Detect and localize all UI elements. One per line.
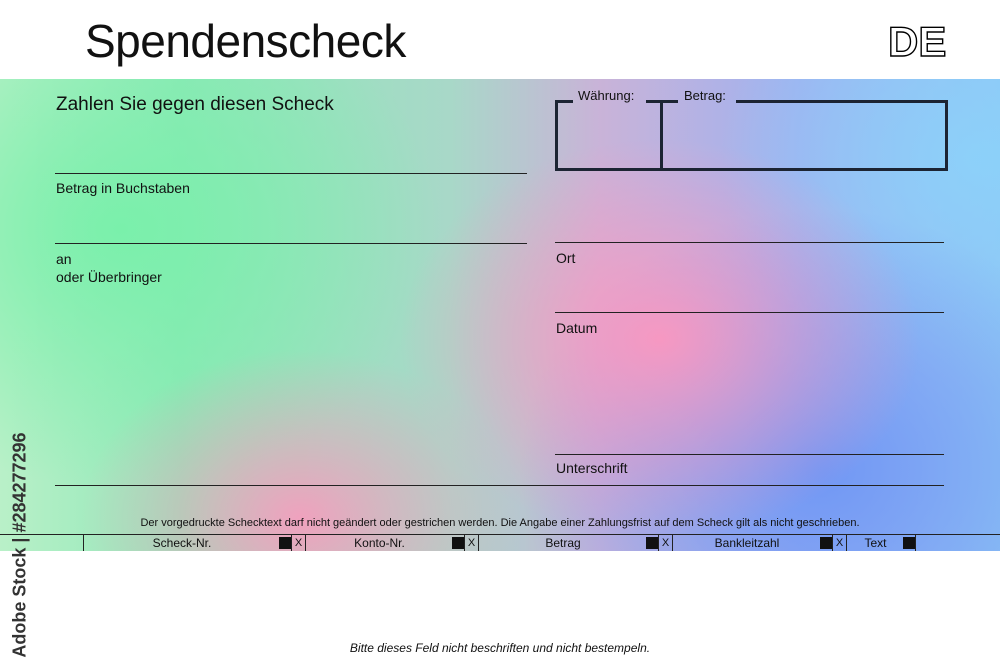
side-watermark: Adobe Stock | #284277296 <box>10 430 30 660</box>
payee-label: an <box>56 251 72 267</box>
place-line[interactable] <box>555 242 944 243</box>
pay-instruction: Zahlen Sie gegen diesen Scheck <box>56 94 334 115</box>
codeline-marker <box>279 537 291 549</box>
bottom-note: Bitte dieses Feld nicht beschriften und … <box>349 641 651 655</box>
place-label: Ort <box>556 250 576 266</box>
amount-box-top-left <box>555 100 573 103</box>
codeline-x: X <box>291 535 306 551</box>
amount-label: Betrag: <box>684 88 726 103</box>
codeline-amount: Betrag <box>478 535 647 551</box>
codeline-x: X <box>658 535 673 551</box>
amount-box[interactable]: Währung: Betrag: <box>555 88 948 171</box>
codeline-text: Text <box>846 535 904 551</box>
bearer-label: oder Überbringer <box>56 269 162 285</box>
date-label: Datum <box>556 320 598 336</box>
codeline-marker <box>646 537 658 549</box>
codeline-check-no: Scheck-Nr. <box>83 535 280 551</box>
codeline-account-no: Konto-Nr. <box>305 535 453 551</box>
codeline-x: X <box>464 535 479 551</box>
amount-words-label: Betrag in Buchstaben <box>56 180 190 196</box>
country-code: DE <box>887 17 947 65</box>
check-title: Spendenscheck <box>85 15 406 67</box>
amount-box-divider <box>660 100 663 168</box>
currency-label: Währung: <box>578 88 635 103</box>
side-watermark-text: Adobe Stock | #284277296 <box>9 432 30 658</box>
codeline-x: X <box>832 535 847 551</box>
signature-label: Unterschrift <box>556 460 628 476</box>
payee-line[interactable] <box>55 243 527 244</box>
date-line[interactable] <box>555 312 944 313</box>
amount-box-top-right <box>736 100 948 103</box>
codeline-marker <box>903 537 915 549</box>
fine-print: Der vorgedruckte Schecktext darf nicht g… <box>140 517 860 529</box>
codeline-marker <box>820 537 832 549</box>
codeline: Scheck-Nr. X Konto-Nr. X Betrag X Bankle… <box>0 534 1000 551</box>
amount-words-line[interactable] <box>55 173 527 174</box>
codeline-end <box>915 535 1000 551</box>
bottom-rule <box>55 485 944 486</box>
codeline-marker <box>452 537 464 549</box>
signature-line[interactable] <box>555 454 944 455</box>
check-body: Zahlen Sie gegen diesen Scheck Betrag in… <box>0 79 1000 551</box>
codeline-bank-code: Bankleitzahl <box>672 535 821 551</box>
